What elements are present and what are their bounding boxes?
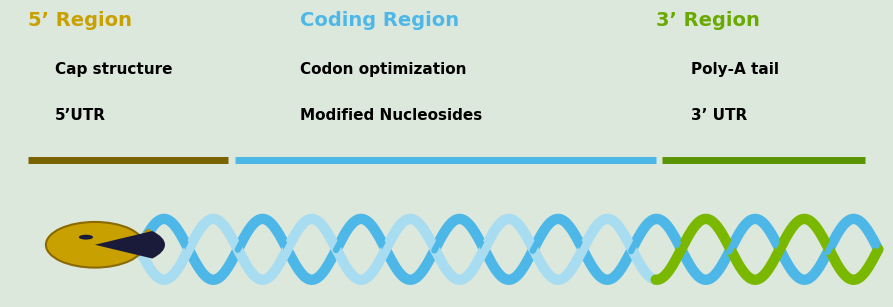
Text: 5’ Region: 5’ Region [28, 10, 132, 29]
Text: Cap structure: Cap structure [54, 62, 172, 77]
Text: Codon optimization: Codon optimization [300, 62, 466, 77]
Ellipse shape [46, 222, 144, 268]
Text: 3’ UTR: 3’ UTR [691, 108, 747, 123]
Circle shape [79, 235, 93, 239]
Text: Coding Region: Coding Region [300, 10, 459, 29]
Text: 3’ Region: 3’ Region [655, 10, 760, 29]
Wedge shape [95, 231, 165, 258]
Text: Poly-A tail: Poly-A tail [691, 62, 780, 77]
Text: 5’UTR: 5’UTR [54, 108, 105, 123]
Text: Modified Nucleosides: Modified Nucleosides [300, 108, 482, 123]
